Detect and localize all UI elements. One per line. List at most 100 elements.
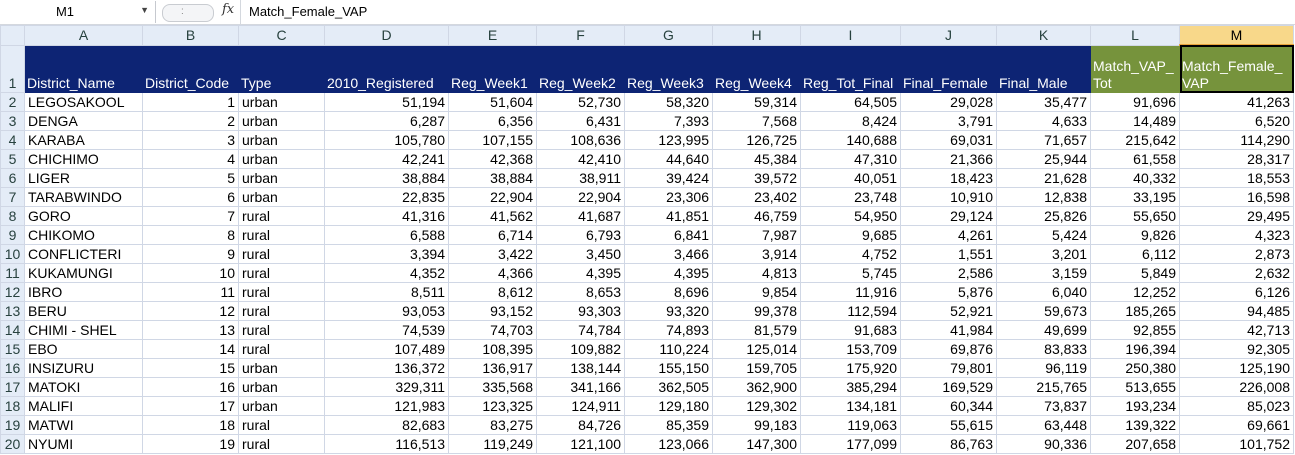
cell[interactable]: 55,615 — [900, 415, 997, 435]
cell[interactable]: 94,485 — [1179, 301, 1294, 321]
cell[interactable]: 8 — [142, 225, 239, 245]
cell[interactable]: 3,159 — [996, 263, 1091, 283]
cell[interactable]: 108,636 — [536, 130, 625, 150]
column-header-j[interactable]: J — [900, 25, 997, 46]
cell[interactable]: 126,725 — [712, 130, 801, 150]
formula-buttons[interactable]: : — [162, 4, 214, 22]
cell[interactable]: 18 — [142, 415, 239, 435]
cell[interactable]: 9 — [142, 244, 239, 264]
row-header[interactable]: 5 — [0, 149, 25, 169]
cell[interactable]: 61,558 — [1090, 149, 1180, 169]
chevron-down-icon[interactable]: ▼ — [140, 5, 149, 15]
cell[interactable]: 226,008 — [1179, 377, 1294, 397]
row-header[interactable]: 18 — [0, 396, 25, 416]
cell[interactable]: 42,368 — [448, 149, 537, 169]
cell[interactable]: 39,424 — [624, 168, 713, 188]
cell[interactable]: 119,063 — [800, 415, 901, 435]
cell[interactable]: 74,539 — [324, 320, 449, 340]
cell[interactable]: 41,562 — [448, 206, 537, 226]
cell[interactable]: 6,356 — [448, 111, 537, 131]
cell[interactable]: 22,904 — [448, 187, 537, 207]
cell[interactable]: 74,893 — [624, 320, 713, 340]
cell[interactable]: 96,119 — [996, 358, 1091, 378]
header-cell[interactable]: Match_VAP_ Tot — [1090, 44, 1180, 93]
header-cell[interactable]: Reg_Week4 — [712, 44, 801, 93]
cell[interactable]: 40,332 — [1090, 168, 1180, 188]
cell[interactable]: 33,195 — [1090, 187, 1180, 207]
cell[interactable]: 6,714 — [448, 225, 537, 245]
cell[interactable]: rural — [238, 206, 325, 226]
cell[interactable]: 69,876 — [900, 339, 997, 359]
cell[interactable]: 42,713 — [1179, 320, 1294, 340]
cell[interactable]: 121,100 — [536, 434, 625, 454]
cell[interactable]: KARABA — [24, 130, 143, 150]
cell[interactable]: 42,410 — [536, 149, 625, 169]
cell[interactable]: 8,511 — [324, 282, 449, 302]
cell[interactable]: 3 — [142, 130, 239, 150]
column-header-m[interactable]: M — [1179, 25, 1294, 46]
cell[interactable]: 21,366 — [900, 149, 997, 169]
cell[interactable]: 175,920 — [800, 358, 901, 378]
formula-content[interactable]: Match_Female_VAP — [249, 4, 368, 19]
cell[interactable]: 12 — [142, 301, 239, 321]
cell[interactable]: 25,944 — [996, 149, 1091, 169]
cell[interactable]: GORO — [24, 206, 143, 226]
cell[interactable]: CHIKOMO — [24, 225, 143, 245]
cell[interactable]: 38,884 — [324, 168, 449, 188]
cell[interactable]: 6,520 — [1179, 111, 1294, 131]
cell[interactable]: 99,183 — [712, 415, 801, 435]
cell[interactable]: 90,336 — [996, 434, 1091, 454]
function-icon[interactable]: fx — [222, 2, 235, 17]
cell[interactable]: 129,302 — [712, 396, 801, 416]
formula-input[interactable]: Match_Female_VAP — [240, 0, 1295, 24]
cell[interactable]: 79,801 — [900, 358, 997, 378]
row-header[interactable]: 17 — [0, 377, 25, 397]
cell[interactable]: 92,855 — [1090, 320, 1180, 340]
cell[interactable]: CHIMI - SHEL — [24, 320, 143, 340]
row-header[interactable]: 13 — [0, 301, 25, 321]
cell[interactable]: DENGA — [24, 111, 143, 131]
cell[interactable]: rural — [238, 320, 325, 340]
cell[interactable]: 83,275 — [448, 415, 537, 435]
cell[interactable]: 23,402 — [712, 187, 801, 207]
cell[interactable]: 119,249 — [448, 434, 537, 454]
cell[interactable]: 4,395 — [536, 263, 625, 283]
cell[interactable]: LIGER — [24, 168, 143, 188]
cell[interactable]: 51,194 — [324, 92, 449, 112]
cell[interactable]: 91,696 — [1090, 92, 1180, 112]
header-cell[interactable]: District_Name — [24, 44, 143, 93]
cell[interactable]: 40,051 — [800, 168, 901, 188]
column-header-l[interactable]: L — [1090, 25, 1180, 46]
cell[interactable]: 8,696 — [624, 282, 713, 302]
cell[interactable]: 136,917 — [448, 358, 537, 378]
cell[interactable]: 139,322 — [1090, 415, 1180, 435]
cell[interactable]: 10,910 — [900, 187, 997, 207]
cell[interactable]: 124,911 — [536, 396, 625, 416]
cell[interactable]: 85,359 — [624, 415, 713, 435]
cell[interactable]: 84,726 — [536, 415, 625, 435]
row-header[interactable]: 20 — [0, 434, 25, 454]
header-cell[interactable]: 2010_Registered — [324, 44, 449, 93]
cell[interactable]: 2 — [142, 111, 239, 131]
cell[interactable]: 11 — [142, 282, 239, 302]
cell[interactable]: IBRO — [24, 282, 143, 302]
cell[interactable]: 63,448 — [996, 415, 1091, 435]
cell[interactable]: 64,505 — [800, 92, 901, 112]
cell[interactable]: 51,604 — [448, 92, 537, 112]
cell[interactable]: 16 — [142, 377, 239, 397]
row-header[interactable]: 11 — [0, 263, 25, 283]
cell[interactable]: urban — [238, 396, 325, 416]
cell[interactable]: 17 — [142, 396, 239, 416]
cell[interactable]: 21,628 — [996, 168, 1091, 188]
cell[interactable]: 45,384 — [712, 149, 801, 169]
cell[interactable]: 22,835 — [324, 187, 449, 207]
cell[interactable]: 107,489 — [324, 339, 449, 359]
cell[interactable]: 3,791 — [900, 111, 997, 131]
cell[interactable]: 9,685 — [800, 225, 901, 245]
cell[interactable]: 185,265 — [1090, 301, 1180, 321]
cell[interactable]: urban — [238, 187, 325, 207]
cell[interactable]: 52,921 — [900, 301, 997, 321]
cell[interactable]: 4,633 — [996, 111, 1091, 131]
header-cell[interactable]: Reg_Tot_Final — [800, 44, 901, 93]
row-header[interactable]: 6 — [0, 168, 25, 188]
